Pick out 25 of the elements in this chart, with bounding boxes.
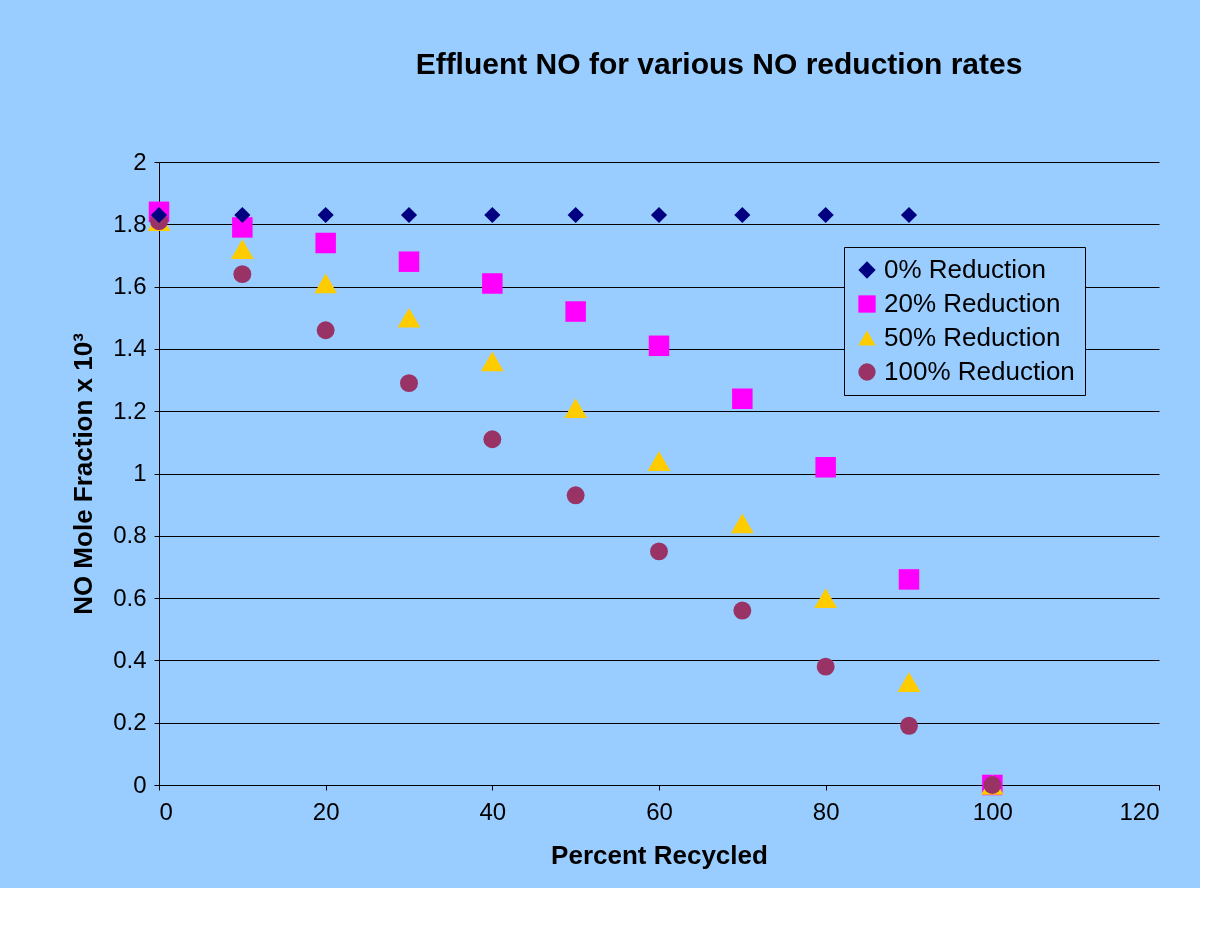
- y-tick-label: 1.8: [113, 209, 147, 237]
- x-tick-label: 120: [1119, 797, 1160, 825]
- legend-label: 0% Reduction: [884, 254, 1046, 284]
- x-tick-label: 100: [972, 797, 1013, 825]
- chart-title: Effluent NO for various NO reduction rates: [415, 47, 1023, 80]
- x-tick-label: 60: [646, 797, 673, 825]
- y-tick-label: 0.6: [113, 583, 147, 611]
- x-tick-label: 0: [159, 797, 173, 825]
- legend-label: 100% Reduction: [884, 356, 1075, 386]
- y-tick-label: 1: [133, 459, 147, 486]
- y-tick-label: 1.4: [113, 334, 147, 362]
- y-tick-label: 2: [133, 147, 147, 175]
- y-tick-label: 1.6: [113, 272, 147, 300]
- legend-label: 20% Reduction: [884, 288, 1061, 318]
- legend-label: 50% Reduction: [884, 322, 1061, 352]
- x-tick-label: 20: [312, 797, 340, 825]
- y-tick-label: 0.2: [113, 708, 147, 736]
- y-tick-label: 1.2: [113, 396, 147, 424]
- x-tick-label: 80: [812, 797, 840, 825]
- y-axis-title: NO Mole Fraction x 10³: [68, 332, 99, 615]
- y-tick-label: 0: [133, 770, 147, 798]
- x-axis-title: Percent Recycled: [551, 839, 768, 870]
- y-tick-label: 0.4: [113, 645, 147, 673]
- x-tick-label: 40: [479, 797, 507, 825]
- y-tick-label: 0.8: [113, 521, 147, 549]
